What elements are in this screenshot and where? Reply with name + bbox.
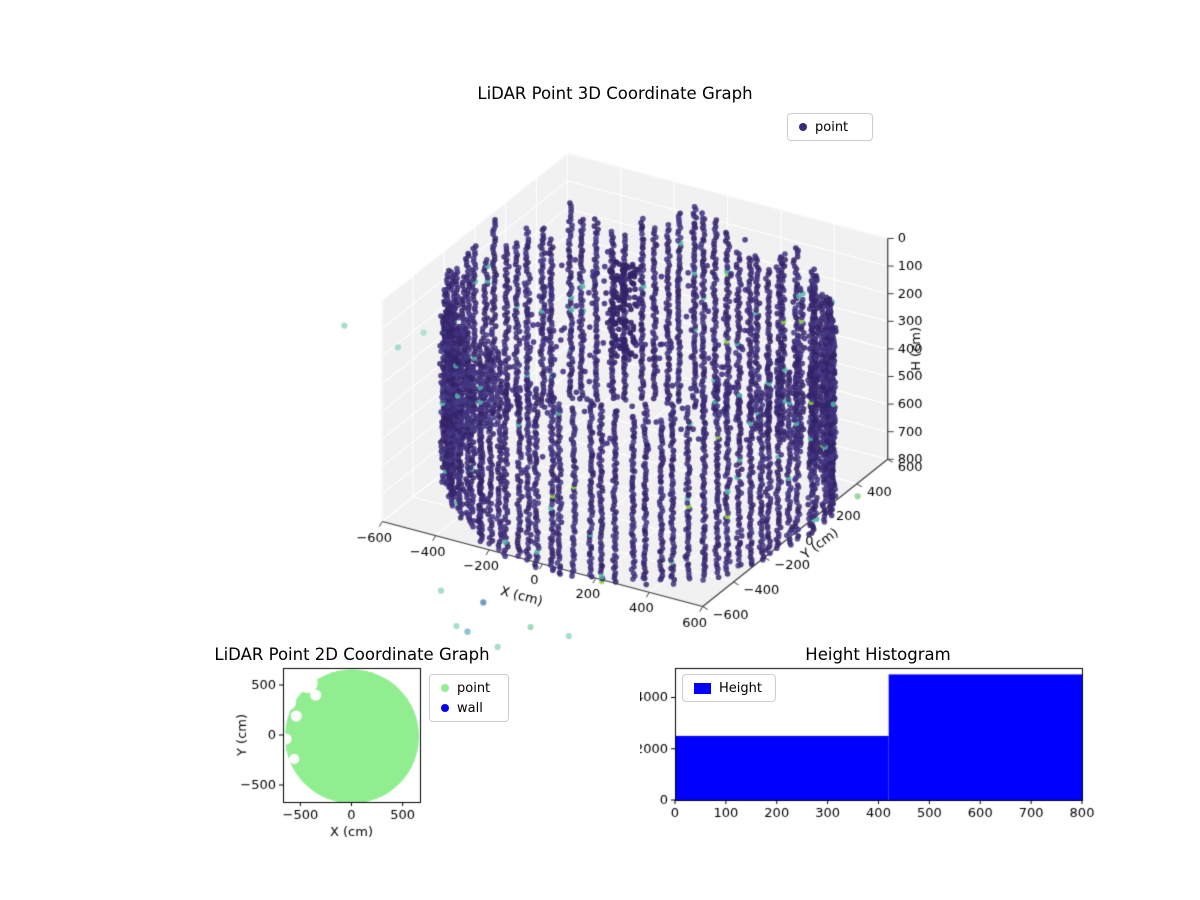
title-3d-chart: LiDAR Point 3D Coordinate Graph	[477, 84, 753, 103]
legend-label-height: Height	[719, 680, 762, 696]
legend-item-wall-2d: wall	[441, 699, 497, 717]
height-marker-icon	[694, 682, 711, 694]
legend-label-wall-2d: wall	[457, 700, 483, 716]
lidar-2d-scatter-canvas	[230, 660, 460, 860]
legend-histogram: Height	[682, 674, 776, 702]
legend-3d: point	[787, 113, 873, 141]
wall-marker-icon	[441, 704, 449, 712]
legend-item-point-2d: point	[441, 679, 497, 697]
legend-label-point-3d: point	[815, 119, 849, 135]
legend-item-point-3d: point	[799, 118, 861, 136]
legend-2d: point wall	[429, 674, 509, 722]
legend-item-height: Height	[694, 679, 764, 697]
lidar-3d-scatter-canvas	[300, 140, 940, 660]
legend-label-point-2d: point	[457, 680, 491, 696]
point-marker-icon	[441, 684, 449, 692]
point-marker-icon	[799, 123, 807, 131]
